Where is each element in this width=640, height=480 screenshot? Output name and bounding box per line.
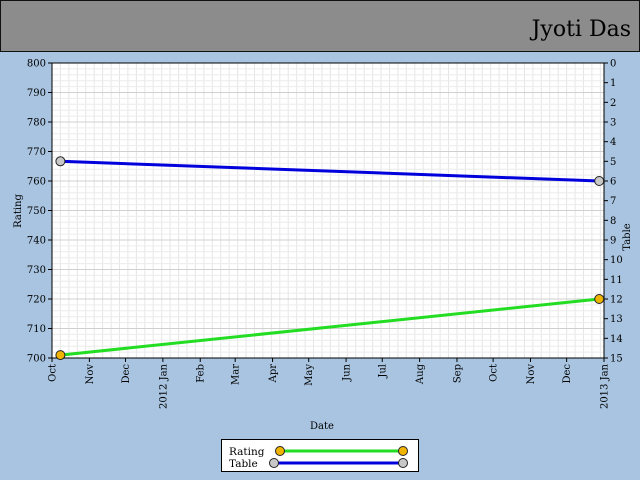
series-point-rating xyxy=(594,294,605,304)
y-left-tick-label: 780 xyxy=(27,118,46,129)
y-right-tick-label: 0 xyxy=(610,59,616,70)
x-tick-label: Nov xyxy=(526,364,537,385)
series-group xyxy=(55,156,605,361)
x-axis-label: Date xyxy=(310,421,334,432)
y-right-tick-label: 13 xyxy=(610,314,623,325)
y-right-tick-label: 2 xyxy=(610,98,616,109)
x-tick-label: Aug xyxy=(415,363,426,385)
legend-marker-table xyxy=(269,458,279,468)
x-tick-label: Jun xyxy=(342,363,353,381)
y-right-tick-label: 11 xyxy=(610,275,623,286)
x-tick-label: Feb xyxy=(196,364,207,383)
y-right-tick-label: 9 xyxy=(610,236,616,247)
y-right-tick-label: 15 xyxy=(610,354,623,365)
grid xyxy=(52,63,604,358)
x-tick-label: Jul xyxy=(378,364,389,379)
legend-marker-rating xyxy=(275,446,285,456)
y-axis-right-label: Table xyxy=(622,223,633,250)
y-right-tick-label: 10 xyxy=(610,255,623,266)
legend-label-rating: Rating xyxy=(229,446,265,458)
y-axis-left-label: Rating xyxy=(13,194,24,228)
y-left-tick-label: 700 xyxy=(27,354,46,365)
series-point-table xyxy=(55,156,66,167)
y-left-tick-label: 740 xyxy=(27,236,46,247)
y-left-tick-label: 750 xyxy=(27,206,46,217)
x-axis: Oct Nov Dec 2012 Jan Feb Mar Apr May Jun Jul Aug Se… xyxy=(48,358,611,409)
x-tick-label: Dec xyxy=(121,364,132,384)
x-tick-label: Mar xyxy=(231,364,242,385)
x-tick-label: Oct xyxy=(489,364,500,382)
x-tick-label: 2013 Jan xyxy=(600,363,611,409)
y-left-tick-label: 770 xyxy=(27,147,46,158)
user-name: Jyoti Das xyxy=(531,17,631,42)
y-right-tick-label: 1 xyxy=(610,78,616,89)
series-line-rating xyxy=(60,297,600,357)
y-left-tick-label: 790 xyxy=(27,88,46,99)
y-right-tick-label: 3 xyxy=(610,118,616,129)
legend-marker-table xyxy=(398,458,408,468)
legend-marker-rating xyxy=(398,446,408,456)
y-right-tick-label: 12 xyxy=(610,295,623,306)
x-tick-label: Apr xyxy=(268,364,279,384)
legend: Rating Table xyxy=(221,439,419,472)
y-right-tick-label: 4 xyxy=(610,137,616,148)
x-tick-label: 2012 Jan xyxy=(158,363,169,409)
y-left-tick-label: 760 xyxy=(27,177,46,188)
x-tick-label: May xyxy=(304,364,315,386)
series-point-table xyxy=(594,176,605,186)
series-line-table xyxy=(60,159,600,183)
y-right-tick-label: 8 xyxy=(610,216,616,227)
y-left-tick-label: 720 xyxy=(27,295,46,306)
y-right-tick-label: 5 xyxy=(610,157,616,168)
x-tick-label: Nov xyxy=(85,364,96,385)
y-right-tick-label: 6 xyxy=(610,177,616,188)
y-right-tick-label: 14 xyxy=(610,334,623,345)
y-right-tick-label: 7 xyxy=(610,196,616,207)
x-tick-label: Sep xyxy=(453,364,464,383)
y-left-tick-label: 730 xyxy=(27,265,46,276)
series-point-rating xyxy=(55,350,66,361)
x-tick-label: Oct xyxy=(48,364,59,382)
x-tick-label: Dec xyxy=(562,364,573,384)
legend-label-table: Table xyxy=(229,458,258,470)
header-bar: Jyoti Das xyxy=(0,0,640,52)
y-axis-left: 700 710 720 730 740 750 760 770 780 790 800 xyxy=(27,59,52,365)
y-left-tick-label: 800 xyxy=(27,59,46,70)
y-left-tick-label: 710 xyxy=(27,324,46,335)
